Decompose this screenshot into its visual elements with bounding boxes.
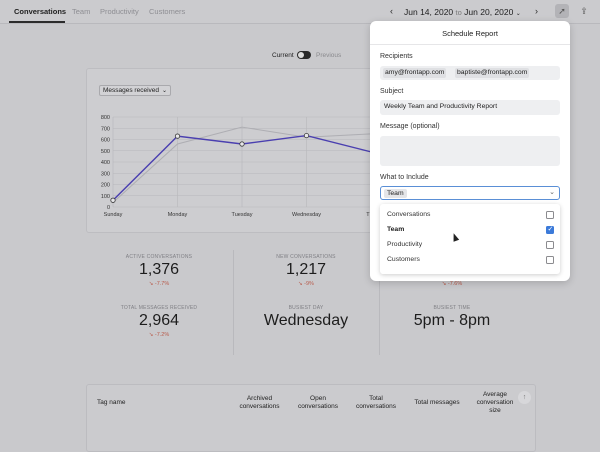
stat-delta: ↘ -7.2%	[148, 332, 170, 338]
checkbox-conversations[interactable]	[546, 211, 554, 219]
stat-label: BUSIEST TIME	[433, 305, 471, 311]
date-end: Jun 20, 2020	[464, 7, 514, 17]
y-tick-label: 800	[101, 115, 110, 121]
option-conversations[interactable]: Conversations	[387, 211, 431, 218]
recipients-label: Recipients	[380, 53, 413, 60]
date-separator: to	[455, 8, 462, 17]
tab-productivity[interactable]: Productivity	[100, 7, 139, 16]
date-start: Jun 14, 2020	[404, 7, 454, 17]
upload-icon[interactable]: ↑	[518, 391, 531, 404]
checkbox-team[interactable]	[546, 225, 554, 234]
checkbox-customers[interactable]	[546, 256, 554, 264]
series-line-previous	[112, 126, 372, 203]
x-tick-label: Tuesday	[232, 212, 253, 218]
active-tab-indicator	[9, 21, 65, 23]
y-tick-label: 300	[101, 171, 110, 177]
stat-delta: ↘ -7.7%	[148, 281, 170, 287]
stat-value: Wednesday	[263, 312, 349, 329]
data-point[interactable]	[110, 197, 116, 203]
stat-value: 2,964	[138, 312, 180, 329]
include-label: What to Include	[380, 174, 429, 181]
message-field[interactable]	[380, 136, 560, 166]
stat-label: NEW CONVERSATIONS	[276, 254, 336, 260]
divider	[379, 250, 380, 355]
checkbox-productivity[interactable]	[546, 241, 554, 249]
data-point[interactable]	[239, 141, 245, 147]
y-tick-label: 400	[101, 160, 110, 166]
toggle-switch[interactable]	[297, 51, 311, 59]
table-header[interactable]: Total messages	[414, 399, 460, 406]
line-chart: 0 100 200 300 400 500 600 700 800 Sunday Monday Tu…	[101, 115, 376, 218]
stat-value: 1,217	[285, 261, 327, 278]
chevron-left-icon[interactable]: ‹	[390, 6, 393, 16]
stat-value: 5pm - 8pm	[413, 312, 491, 329]
table-header[interactable]: Archived conversations	[239, 395, 280, 410]
x-axis-ticks: SundayMondayTuesdayWednesdayThu	[104, 212, 376, 218]
option-customers[interactable]: Customers	[387, 256, 420, 263]
date-range-picker[interactable]: Jun 14, 2020 to Jun 20, 2020 ⌄	[404, 7, 521, 17]
metric-select-value: Messages received	[103, 87, 159, 94]
stat-value: 1,376	[138, 261, 180, 278]
x-tick-label: Monday	[168, 212, 188, 218]
chart-grid	[112, 116, 376, 208]
schedule-report-modal: Schedule Report Recipients amy@frontapp.…	[370, 21, 570, 281]
top-bar: Conversations Team Productivity Customer…	[0, 0, 600, 24]
chevron-down-icon: ⌄	[515, 11, 521, 17]
table-header[interactable]: Total conversations	[355, 395, 397, 410]
option-team[interactable]: Team	[387, 226, 405, 233]
paper-plane-icon[interactable]: ➚	[555, 4, 569, 18]
message-label: Message (optional)	[380, 123, 440, 130]
y-tick-label: 100	[101, 194, 110, 200]
data-point[interactable]	[303, 132, 310, 139]
tab-conversations[interactable]: Conversations	[14, 7, 67, 16]
y-tick-label: 200	[101, 183, 110, 189]
table-header[interactable]: Average conversation size	[476, 391, 514, 414]
stat-delta: ↘ -9%	[298, 281, 314, 287]
divider	[233, 250, 234, 355]
share-icon[interactable]: ⇪	[580, 6, 588, 16]
toggle-previous-label: Previous	[316, 52, 342, 59]
selected-option-chip[interactable]: Team	[384, 189, 407, 198]
recipients-field[interactable]: amy@frontapp.com baptiste@frontapp.com	[380, 66, 560, 80]
y-axis-ticks: 0 100 200 300 400 500 600 700 800	[101, 115, 110, 211]
stat-label: ACTIVE CONVERSATIONS	[125, 254, 193, 260]
tags-table	[86, 384, 536, 452]
compare-toggle[interactable]: Current Previous	[272, 51, 341, 59]
tab-team[interactable]: Team	[72, 7, 91, 16]
metric-select[interactable]: Messages received ⌄	[99, 85, 171, 96]
stat-label: BUSIEST DAY	[288, 305, 324, 311]
toggle-current-label: Current	[272, 52, 294, 59]
recipient-chip[interactable]: baptiste@frontapp.com	[455, 68, 530, 78]
y-tick-label: 500	[101, 149, 110, 155]
table-header[interactable]: Open conversations	[297, 395, 339, 410]
chevron-down-icon: ⌄	[161, 88, 167, 94]
table-header[interactable]: Tag name	[97, 399, 126, 406]
stat-delta: ↘ -7.6%	[441, 281, 463, 287]
subject-label: Subject	[380, 88, 404, 95]
chart-series	[110, 126, 372, 203]
subject-field[interactable]: Weekly Team and Productivity Report	[380, 100, 560, 115]
x-tick-label: Sunday	[104, 212, 123, 218]
chevron-right-icon[interactable]: ›	[535, 6, 538, 16]
chevron-down-icon: ⌄	[549, 189, 555, 196]
data-point[interactable]	[174, 133, 181, 139]
y-tick-label: 600	[101, 138, 110, 144]
include-dropdown: Conversations Team Productivity Customer…	[380, 204, 560, 274]
recipient-chip[interactable]: amy@frontapp.com	[383, 68, 447, 78]
include-select[interactable]: Team ⌄	[380, 186, 560, 200]
y-tick-label: 0	[107, 205, 110, 211]
modal-title: Schedule Report	[442, 29, 498, 38]
stat-label: TOTAL MESSAGES RECEIVED	[120, 305, 198, 311]
divider	[370, 44, 570, 45]
tab-customers[interactable]: Customers	[149, 7, 186, 16]
option-productivity[interactable]: Productivity	[387, 241, 423, 248]
x-tick-label: Wednesday	[292, 212, 321, 218]
y-tick-label: 700	[101, 126, 110, 132]
